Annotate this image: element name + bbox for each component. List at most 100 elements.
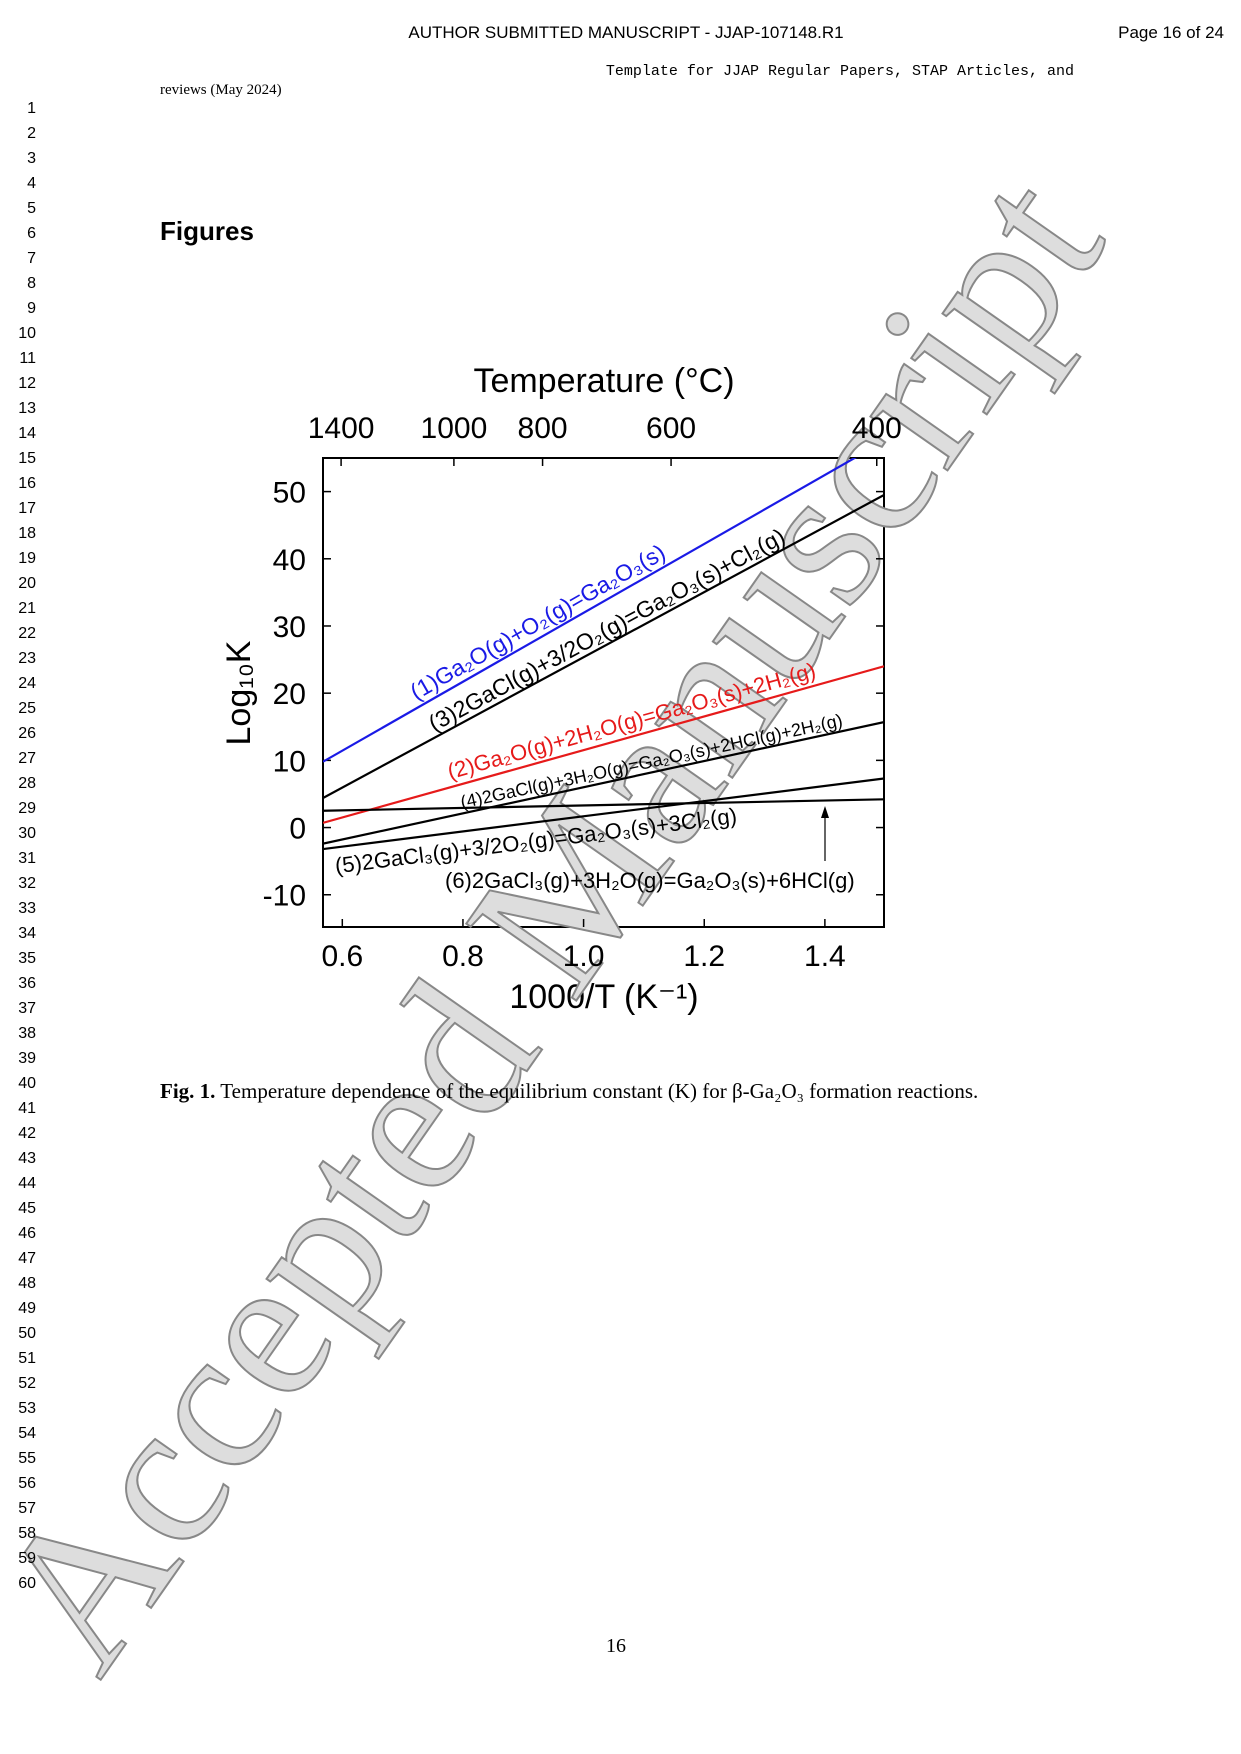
line-number: 54 (18, 1425, 36, 1442)
line-number: 32 (18, 875, 36, 892)
arrow-head (821, 806, 829, 818)
x-tick-label: 1.4 (804, 940, 846, 973)
line-number: 28 (18, 775, 36, 792)
line-number: 45 (18, 1200, 36, 1217)
x2-tick-label: 1000 (421, 412, 488, 445)
line-number: 25 (18, 700, 36, 717)
line-number: 18 (18, 525, 36, 542)
line-number: 52 (18, 1375, 36, 1392)
series-line (323, 720, 884, 845)
line-number: 29 (18, 800, 36, 817)
line-number: 12 (18, 375, 36, 392)
line-number: 59 (18, 1550, 36, 1567)
y-tick-label: 10 (273, 745, 306, 778)
series-line (323, 458, 857, 763)
line-number: 2 (27, 125, 36, 142)
line-number: 11 (19, 350, 36, 367)
y-tick-label: -10 (263, 880, 306, 913)
line-number: 37 (18, 1000, 36, 1017)
x-axis-label: 1000/T (K⁻¹) (509, 978, 698, 1016)
line-number: 39 (18, 1050, 36, 1067)
section-heading: Figures (160, 216, 254, 246)
line-number: 21 (18, 600, 36, 617)
x2-tick-label: 1400 (308, 412, 375, 445)
line-number: 44 (18, 1175, 36, 1192)
line-number: 43 (18, 1150, 36, 1167)
line-number: 13 (18, 400, 36, 417)
line-number: 46 (18, 1225, 36, 1242)
line-number: 15 (18, 450, 36, 467)
line-number: 55 (18, 1450, 36, 1467)
line-number: 9 (27, 300, 36, 317)
x-tick-label: 1.0 (563, 940, 605, 973)
caption-label: Fig. 1. (160, 1079, 216, 1103)
line-number: 53 (18, 1400, 36, 1417)
x-tick-label: 0.6 (321, 940, 363, 973)
series-line (323, 665, 884, 824)
line-number: 58 (18, 1525, 36, 1542)
line-number: 38 (18, 1025, 36, 1042)
y-axis-label: Log₁₀K (220, 640, 258, 745)
series-label: (6)2GaCl₃(g)+3H₂O(g)=Ga₂O₃(s)+6HCl(g) (445, 868, 855, 893)
line-number: 22 (18, 625, 36, 642)
y-tick-label: 40 (273, 544, 306, 577)
line-number: 26 (18, 725, 36, 742)
line-number: 17 (18, 500, 36, 517)
running-header: AUTHOR SUBMITTED MANUSCRIPT - JJAP-10714… (408, 23, 843, 42)
line-number: 49 (18, 1300, 36, 1317)
caption-text: Temperature dependence of the equilibriu… (220, 1079, 979, 1103)
line-number: 35 (18, 950, 36, 967)
x2-tick-label: 800 (518, 412, 568, 445)
line-number: 6 (27, 225, 36, 242)
y-tick-label: 30 (273, 611, 306, 644)
line-number: 23 (18, 650, 36, 667)
y-tick-label: 20 (273, 678, 306, 711)
line-number: 5 (27, 200, 36, 217)
line-number: 42 (18, 1125, 36, 1142)
page-number: 16 (606, 1635, 626, 1657)
series-line (323, 777, 884, 851)
line-number: 19 (18, 550, 36, 567)
line-number: 7 (27, 250, 36, 267)
x-tick-label: 0.8 (442, 940, 484, 973)
line-number: 27 (18, 750, 36, 767)
line-number: 47 (18, 1250, 36, 1267)
line-number: 16 (18, 475, 36, 492)
line-number: 48 (18, 1275, 36, 1292)
line-number: 10 (18, 325, 36, 342)
y-tick-label: 50 (273, 477, 306, 510)
line-number: 8 (27, 275, 36, 292)
x2-tick-label: 600 (646, 412, 696, 445)
line-number: 57 (18, 1500, 36, 1517)
template-note: reviews (May 2024) (160, 82, 282, 98)
figure-caption: Fig. 1. Temperature dependence of the eq… (160, 1070, 1074, 1113)
series-line (323, 798, 884, 812)
x-tick-label: 1.2 (683, 940, 725, 973)
line-number: 30 (18, 825, 36, 842)
line-number: 60 (18, 1575, 36, 1592)
line-number: 4 (27, 175, 36, 192)
line-number: 20 (18, 575, 36, 592)
line-number: 40 (18, 1075, 36, 1092)
line-number: 24 (18, 675, 36, 692)
series-line (323, 493, 884, 799)
y-tick-label: 0 (289, 813, 306, 846)
line-number: 41 (18, 1100, 36, 1117)
line-number: 51 (18, 1350, 36, 1367)
template-note: Template for JJAP Regular Papers, STAP A… (606, 63, 1074, 80)
line-number: 14 (18, 425, 36, 442)
x2-axis-label: Temperature (°C) (473, 362, 734, 400)
line-number: 33 (18, 900, 36, 917)
x2-tick-label: 400 (852, 412, 902, 445)
line-number: 31 (18, 850, 36, 867)
line-number: 3 (27, 150, 36, 167)
plot-lines (323, 458, 884, 851)
line-number: 1 (27, 100, 36, 117)
line-number: 34 (18, 925, 36, 942)
line-number: 50 (18, 1325, 36, 1342)
page-of: Page 16 of 24 (1118, 23, 1224, 42)
line-number: 56 (18, 1475, 36, 1492)
line-number: 36 (18, 975, 36, 992)
